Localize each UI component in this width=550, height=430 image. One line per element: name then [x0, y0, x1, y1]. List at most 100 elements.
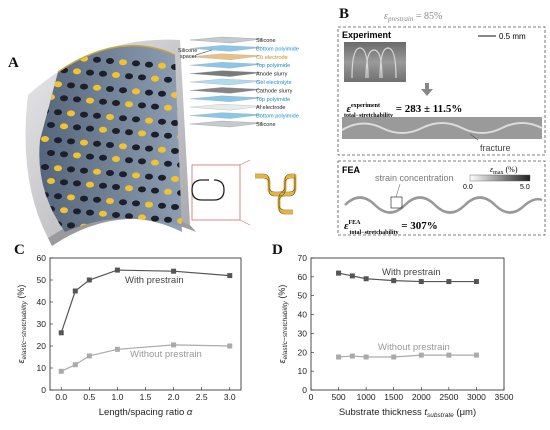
chart-c-point [86, 353, 92, 359]
fracture-label: fracture [480, 143, 511, 153]
y-tick-label: 50 [37, 275, 47, 285]
exp-eq-symbol: ε [346, 103, 351, 115]
chart-c-xlabel: Length/spacing ratio α [99, 407, 193, 418]
fea-eq-sup: FEA [349, 220, 362, 226]
chart-d-ylabel: εelastic−stretchability (%) [277, 285, 289, 364]
y-tick-label: 60 [37, 253, 47, 263]
y-tick-label: 50 [298, 291, 308, 301]
colorbar-max: 5.0 [520, 184, 530, 191]
chart-d-point [418, 279, 424, 285]
fea-box [337, 160, 546, 236]
prestrain-symbol: ε [384, 11, 388, 22]
x-tick-label: 500 [331, 392, 345, 402]
y-tick-label: 30 [298, 328, 308, 338]
x-tick-label: 1000 [357, 392, 376, 402]
y-tick-label: 0 [41, 385, 46, 395]
cb-sub: max [493, 170, 503, 176]
fea-eq-symbol: ε [344, 220, 349, 232]
chart-d-point [446, 352, 452, 358]
exp-eq-sup: experiment [351, 103, 380, 109]
chart-d-point [391, 354, 397, 360]
chart-d-point [363, 276, 369, 282]
x-tick-label: 2500 [439, 392, 458, 402]
cb-unit: (%) [504, 165, 518, 174]
chart-c-point [58, 368, 64, 374]
chart-d-frame [310, 257, 505, 391]
colorbar [469, 174, 531, 182]
experiment-box [337, 26, 546, 156]
chart-d-point [336, 354, 342, 360]
scale-bar-label: 0.5 mm [499, 32, 526, 41]
x-tick-label: 0.0 [55, 392, 67, 402]
panel-letter-d: D [272, 242, 283, 258]
svg-text:εprestrain = 85%: εprestrain = 85% [384, 11, 442, 23]
chart-d-label-with: With prestrain [382, 267, 441, 278]
chart-d-point [418, 352, 424, 358]
y-tick-label: 0 [302, 385, 307, 395]
x-tick-label: 1500 [384, 392, 403, 402]
y-tick-label: 40 [37, 297, 47, 307]
y-tick-label: 30 [37, 319, 47, 329]
chart-c-point [58, 330, 64, 336]
x-tick-label: 2000 [412, 392, 431, 402]
chart-c-point [86, 277, 92, 283]
chart-c-point [114, 346, 120, 352]
panel-letter-c: C [14, 242, 25, 258]
chart-c-label-without: Without prestrain [130, 349, 202, 360]
chart-d-point [473, 279, 479, 285]
x-tick-label: 0 [309, 392, 314, 402]
x-tick-label: 3000 [467, 392, 486, 402]
chart-c-ylabel: εelastic−stretchability (%) [16, 285, 28, 364]
y-tick-label: 70 [298, 253, 308, 263]
prestrain-sub: prestrain [387, 15, 414, 23]
chart-d-label-without: Without prestrain [378, 342, 450, 353]
fea-serpentine [344, 196, 543, 214]
panel-letter-a: A [8, 55, 19, 71]
experiment-title: Experiment [342, 30, 391, 40]
chart-c-point [227, 273, 233, 279]
x-tick-label: 2.5 [196, 392, 208, 402]
chart-c-point [114, 267, 120, 273]
y-tick-label: 10 [37, 363, 47, 373]
chart-d-point [473, 352, 479, 358]
y-tick-label: 20 [298, 347, 308, 357]
chart-c-point [72, 288, 78, 294]
x-tick-label: 2.0 [168, 392, 180, 402]
chart-c-label-with: With prestrain [125, 275, 184, 286]
x-tick-label: 1.5 [140, 392, 152, 402]
exp-eq-value: = 283 ± 11.5% [393, 103, 462, 115]
strain-concentration-label: strain concentration [375, 173, 454, 183]
chart-c-point [227, 343, 233, 349]
chart-d-point [446, 279, 452, 285]
chart-c-point [171, 342, 177, 348]
exp-eq-sub: total−stretchability [344, 113, 393, 119]
y-tick-label: 10 [298, 366, 308, 376]
chart-d-point [336, 270, 342, 276]
y-tick-label: 20 [37, 341, 47, 351]
chart-d-series-1-line [338, 354, 477, 358]
fea-title: FEA [342, 165, 361, 175]
chart-d-point [391, 278, 397, 284]
cb-symbol: ε [490, 165, 494, 174]
x-tick-label: 3.0 [224, 392, 236, 402]
sem-image-bottom [342, 117, 542, 139]
chart-c-point [171, 268, 177, 274]
y-tick-label: 40 [298, 310, 308, 320]
chart-d-point [349, 353, 355, 359]
panel-letter-b: B [339, 6, 350, 22]
x-tick-label: 0.5 [83, 392, 95, 402]
chart-c-series-0-line [60, 269, 230, 333]
down-arrow-icon [421, 83, 433, 96]
fea-eq-value: = 307% [398, 220, 437, 232]
fea-eq-sub: total−stretchability [350, 230, 399, 236]
svg-text:εmax (%): εmax (%) [490, 165, 518, 176]
colorbar-min: 0.0 [463, 184, 473, 191]
prestrain-value: = 85% [413, 11, 442, 22]
chart-c-point [72, 362, 78, 368]
chart-d-point [363, 354, 369, 360]
